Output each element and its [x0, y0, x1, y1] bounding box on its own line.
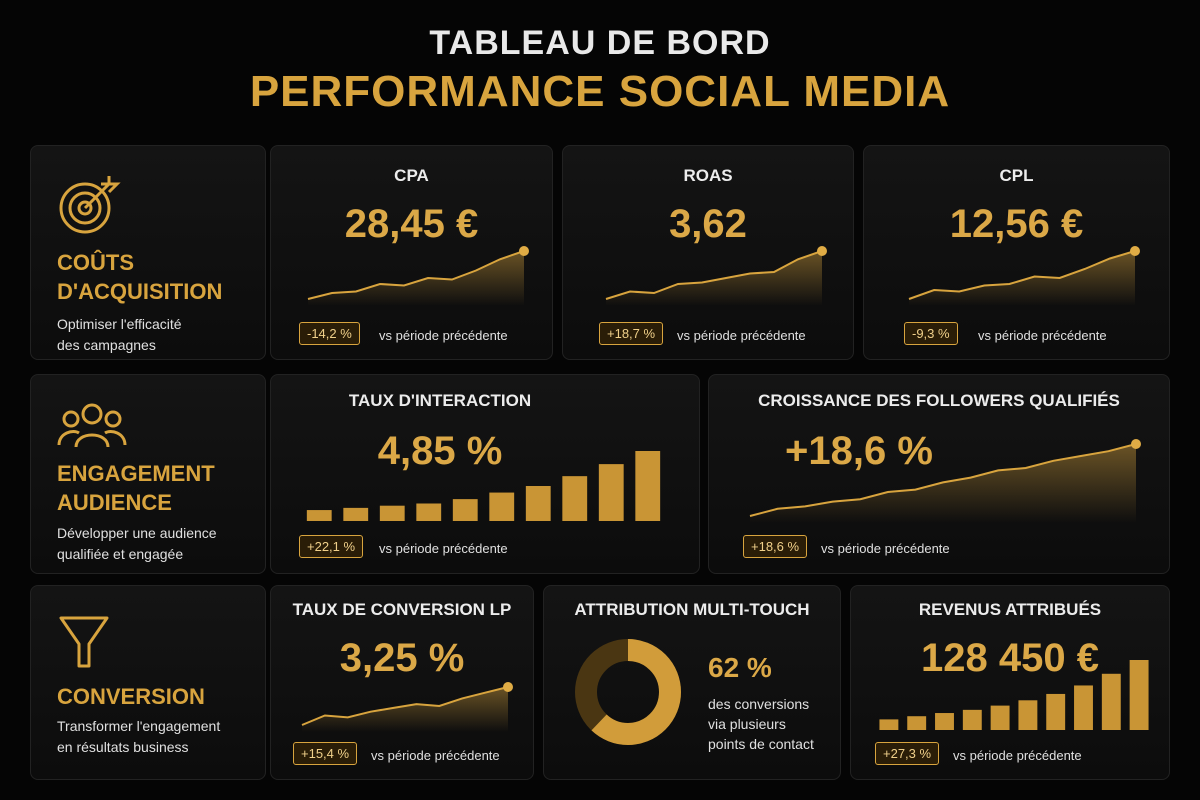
card-attribution[interactable]: ATTRIBUTION MULTI-TOUCH 62 % des convers…	[543, 585, 841, 780]
section-description: Développer une audience qualifiée et eng…	[57, 525, 217, 562]
section-title: ENGAGEMENT AUDIENCE	[57, 461, 215, 515]
chart-bar	[1018, 700, 1038, 730]
section-engagement: ENGAGEMENT AUDIENCE Développer une audie…	[30, 374, 266, 574]
card-value: +18,6 %	[785, 429, 933, 473]
chart-end-point	[519, 246, 529, 256]
chart-area	[909, 251, 1135, 306]
trend-badge: -14,2 %	[299, 322, 360, 345]
chart-area	[606, 251, 822, 306]
card-title: TAUX DE CONVERSION LP	[292, 600, 512, 619]
section-acquisition: COÛTS D'ACQUISITION Optimiser l'efficaci…	[30, 145, 266, 360]
sparkline-cpl	[908, 246, 1140, 306]
chart-end-point	[817, 246, 827, 256]
card-value: 128 450 €	[921, 636, 1099, 680]
trend-badge: +22,1 %	[299, 535, 364, 558]
chart-line	[605, 250, 823, 300]
card-value: 3,62	[669, 202, 747, 246]
card-title: REVENUS ATTRIBUÉS	[918, 600, 1102, 619]
card-title: ATTRIBUTION MULTI-TOUCH	[574, 600, 810, 619]
section-conversion: CONVERSION Transformer l'engagement en r…	[30, 585, 266, 780]
section-title: CONVERSION	[57, 684, 205, 709]
chart-line	[908, 250, 1136, 300]
chart-area	[750, 444, 1136, 523]
chart-bar	[343, 507, 369, 521]
trend-badge: +27,3 %	[875, 742, 940, 765]
chart-line	[307, 250, 525, 300]
attribution-description: des conversions via plusieurs points de …	[708, 696, 814, 752]
compare-label: vs période précédente	[953, 748, 1082, 763]
chart-bar	[635, 451, 661, 521]
card-cpl[interactable]: CPL 12,56 € -9,3 % vs période précédente	[863, 145, 1170, 360]
users-icon	[57, 403, 127, 448]
card-revenus[interactable]: REVENUS ATTRIBUÉS 128 450 € +27,3 % vs p…	[850, 585, 1170, 780]
chart-end-point	[1131, 439, 1141, 449]
page-subtitle: PERFORMANCE SOCIAL MEDIA	[249, 67, 951, 116]
chart-line	[301, 686, 509, 726]
chart-bar	[1074, 685, 1093, 730]
card-title: TAUX D'INTERACTION	[348, 391, 532, 410]
compare-label: vs période précédente	[677, 328, 806, 343]
chart-line	[749, 443, 1137, 517]
chart-end-point	[503, 682, 513, 692]
card-conversion[interactable]: TAUX DE CONVERSION LP 3,25 % +15,4 % vs …	[270, 585, 534, 780]
chart-area	[308, 251, 524, 306]
chart-bar	[452, 499, 478, 521]
sparkline-conversion	[301, 682, 513, 732]
chart-area	[302, 687, 508, 732]
trend-badge: -9,3 %	[904, 322, 958, 345]
card-value: 28,45 €	[344, 202, 479, 246]
chart-bar	[416, 503, 442, 521]
card-title: CPL	[999, 166, 1034, 185]
bar-chart-interaction	[306, 451, 661, 521]
card-cpa[interactable]: CPA 28,45 € -14,2 % vs période précédent…	[270, 145, 553, 360]
card-roas[interactable]: ROAS 3,62 +18,7 % vs période précédente	[562, 145, 854, 360]
card-value: 4,85 %	[377, 429, 503, 473]
compare-label: vs période précédente	[821, 541, 950, 556]
sparkline-roas	[605, 246, 827, 306]
bar-chart-revenus	[879, 660, 1149, 730]
chart-bar	[935, 713, 954, 730]
chart-bar	[907, 716, 927, 730]
section-title: COÛTS D'ACQUISITION	[57, 250, 223, 304]
chart-bar	[962, 709, 982, 730]
card-value: 12,56 €	[949, 202, 1084, 246]
chart-bar	[1046, 693, 1066, 730]
chart-end-point	[1130, 246, 1140, 256]
chart-bar	[379, 505, 405, 521]
chart-bar	[598, 464, 624, 521]
dashboard-header: TABLEAU DE BORD PERFORMANCE SOCIAL MEDIA	[0, 24, 1200, 117]
chart-bar	[306, 510, 332, 521]
compare-label: vs période précédente	[379, 541, 508, 556]
chart-bar	[1129, 660, 1149, 730]
chart-bar	[990, 705, 1010, 730]
card-interaction[interactable]: TAUX D'INTERACTION 4,85 % +22,1 % vs pér…	[270, 374, 700, 574]
chart-bar	[489, 492, 515, 521]
trend-badge: +18,6 %	[743, 535, 808, 558]
compare-label: vs période précédente	[379, 328, 508, 343]
donut-segment	[575, 639, 681, 745]
section-description: Optimiser l'efficacité des campagnes	[57, 316, 182, 353]
attribution-value: 62 %	[708, 652, 772, 683]
card-value: 3,25 %	[339, 636, 465, 680]
chart-bar	[525, 486, 551, 521]
card-followers[interactable]: CROISSANCE DES FOLLOWERS QUALIFIÉS +18,6…	[708, 374, 1170, 574]
trend-badge: +18,7 %	[599, 322, 664, 345]
chart-bar	[1101, 673, 1121, 730]
funnel-icon	[59, 616, 109, 668]
card-title: CPA	[394, 166, 429, 185]
card-title: CROISSANCE DES FOLLOWERS QUALIFIÉS	[758, 391, 1120, 410]
trend-badge: +15,4 %	[293, 742, 358, 765]
chart-bar	[879, 719, 899, 730]
target-icon	[59, 176, 121, 234]
compare-label: vs période précédente	[978, 328, 1107, 343]
sparkline-cpa	[307, 246, 529, 306]
compare-label: vs période précédente	[371, 748, 500, 763]
card-title: ROAS	[683, 166, 733, 185]
chart-bar	[562, 476, 588, 521]
section-description: Transformer l'engagement en résultats bu…	[57, 718, 221, 755]
sparkline-followers	[749, 439, 1141, 523]
donut-chart-attribution	[575, 639, 681, 745]
page-title: TABLEAU DE BORD	[429, 24, 771, 62]
